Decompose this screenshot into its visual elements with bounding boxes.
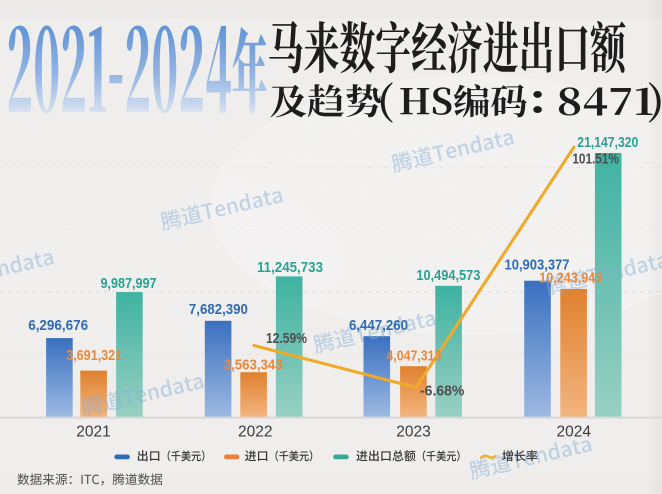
svg-text:101.51%: 101.51%: [572, 151, 619, 168]
svg-text:3,563,343: 3,563,343: [224, 356, 283, 373]
svg-text:21,147,320: 21,147,320: [577, 134, 638, 151]
svg-text:-6.68%: -6.68%: [420, 382, 464, 399]
svg-text:2022: 2022: [238, 424, 272, 441]
svg-text:4,047,313: 4,047,313: [386, 347, 441, 364]
svg-text:6,296,676: 6,296,676: [28, 317, 88, 334]
svg-text:3,691,321: 3,691,321: [66, 347, 122, 364]
svg-text:10,494,573: 10,494,573: [416, 267, 480, 284]
svg-text:2021: 2021: [76, 424, 110, 441]
svg-text:12.59%: 12.59%: [266, 330, 307, 347]
svg-text:7,682,390: 7,682,390: [189, 301, 248, 318]
svg-text:10,243,943: 10,243,943: [539, 270, 602, 287]
svg-text:11,245,733: 11,245,733: [257, 259, 323, 276]
svg-text:10,903,377: 10,903,377: [505, 257, 570, 274]
svg-text:2024: 2024: [556, 424, 591, 441]
svg-text:2023: 2023: [396, 424, 430, 441]
svg-text:9,987,997: 9,987,997: [101, 275, 157, 292]
svg-text:6,447,260: 6,447,260: [349, 317, 408, 334]
